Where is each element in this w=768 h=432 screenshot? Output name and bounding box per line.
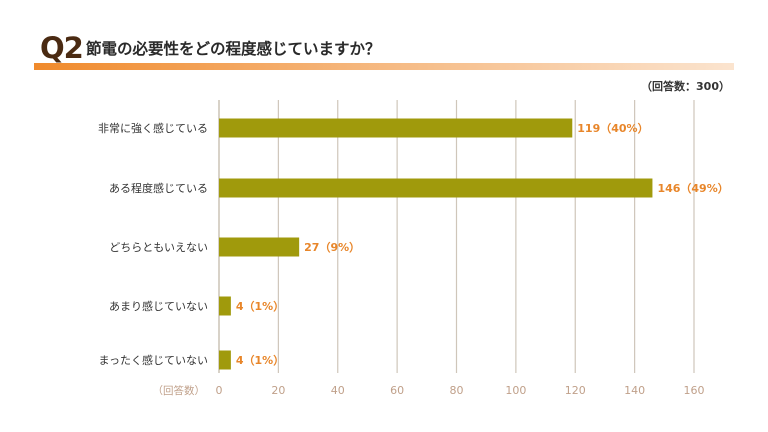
data-label: 4（1%）: [236, 300, 284, 313]
x-axis-label: （回答数）: [153, 384, 206, 397]
category-label: ある程度感じている: [109, 181, 208, 195]
data-label: 27（9%）: [304, 241, 360, 254]
respondent-count: （回答数：300）: [641, 80, 730, 93]
header-underline: [34, 63, 734, 70]
bar: [219, 237, 300, 257]
x-tick-label: 100: [505, 384, 526, 397]
x-tick-label: 120: [565, 384, 586, 397]
x-tick-label: 80: [450, 384, 464, 397]
question-number: Q2: [40, 31, 84, 65]
data-label: 119（40%）: [577, 122, 648, 135]
chart-header: Q2 節電の必要性をどの程度感じていますか？: [0, 0, 768, 80]
bar: [219, 118, 573, 138]
x-tick-label: 0: [216, 384, 223, 397]
data-label: 4（1%）: [236, 354, 284, 367]
bar: [219, 296, 231, 316]
category-label: まったく感じていない: [98, 354, 208, 367]
category-label: 非常に強く感じている: [98, 122, 208, 135]
x-tick-label: 60: [390, 384, 404, 397]
category-label: どちらともいえない: [109, 241, 208, 254]
bar: [219, 350, 231, 370]
category-label: あまり感じていない: [109, 300, 208, 313]
data-label: 146（49%）: [657, 182, 728, 195]
bar: [219, 178, 653, 198]
x-tick-label: 140: [624, 384, 645, 397]
x-tick-label: 40: [331, 384, 345, 397]
chart-title: 節電の必要性をどの程度感じていますか？: [86, 40, 381, 58]
x-tick-label: 160: [684, 384, 705, 397]
x-tick-label: 20: [271, 384, 285, 397]
